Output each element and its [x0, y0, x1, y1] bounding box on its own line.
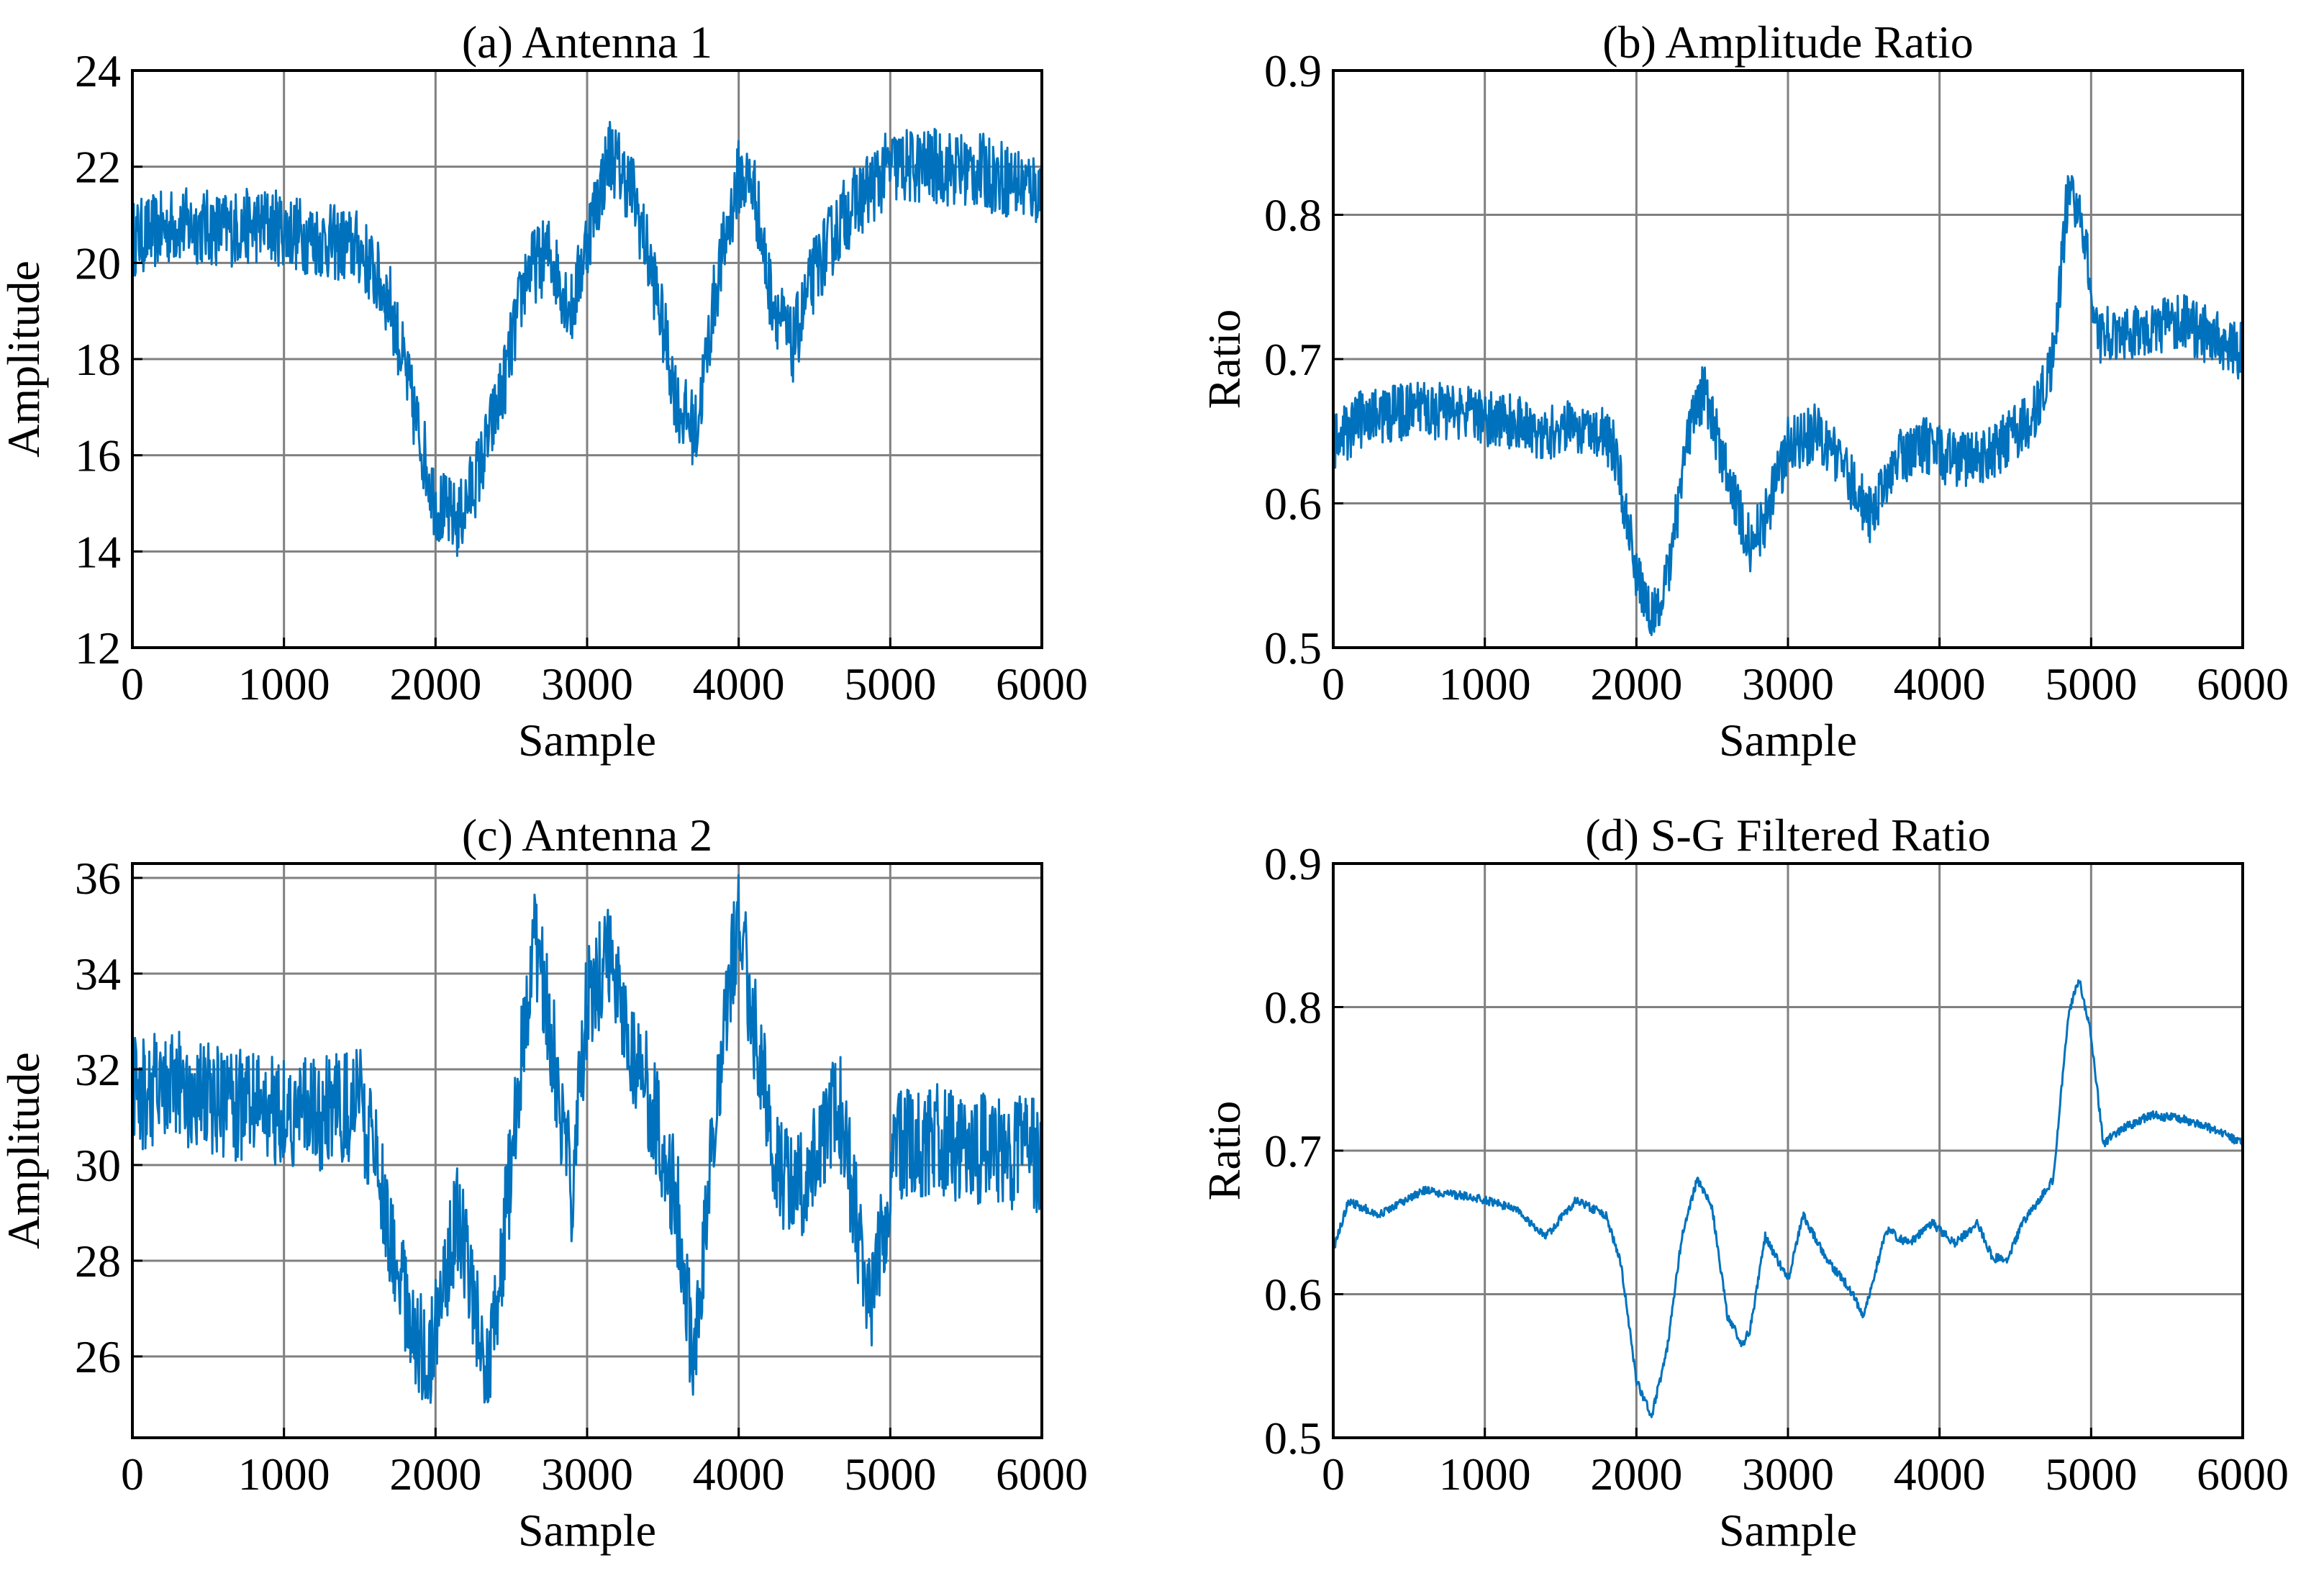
x-tick-label: 2000: [1590, 658, 1682, 710]
x-tick-label: 6000: [996, 658, 1088, 710]
y-tick-label: 36: [75, 853, 121, 904]
y-tick-label: 0.6: [1264, 479, 1322, 530]
y-tick-label: 30: [75, 1140, 121, 1191]
x-tick-label: 3000: [541, 658, 633, 710]
chart-panel-a: 0 1000 2000 3000 4000 5000 6000 12 14 16 18 20 22 24 (…: [0, 17, 1088, 766]
x-tick-label: 0: [1322, 1449, 1345, 1500]
series-line: [1332, 175, 2244, 636]
x-tick-label: 6000: [2197, 658, 2289, 710]
x-tick-label: 4000: [693, 1449, 785, 1500]
x-axis-label: Sample: [1719, 715, 1857, 766]
chart-title: (b) Amplitude Ratio: [1602, 17, 1974, 68]
chart-panel-b: 0 1000 2000 3000 4000 5000 6000 0.5 0.6 0.7 0.8 0.9…: [1199, 17, 2289, 766]
y-axis-label: Amplitude: [0, 260, 49, 458]
y-tick-label: 0.7: [1264, 1125, 1322, 1177]
x-tick-label: 6000: [996, 1449, 1088, 1500]
chart-panel-c: 0 1000 2000 3000 4000 5000 6000 26 28 30 32 34 36 (c)…: [0, 810, 1088, 1556]
y-axis-label: Ratio: [1199, 1101, 1250, 1201]
y-tick-label: 34: [75, 948, 121, 1000]
y-tick-label: 14: [75, 526, 121, 577]
x-tick-label: 3000: [541, 1449, 633, 1500]
x-tick-label: 5000: [2045, 658, 2137, 710]
x-tick-label: 5000: [844, 1449, 936, 1500]
x-tick-label: 1000: [238, 658, 330, 710]
chart-title: (a) Antenna 1: [462, 17, 712, 68]
y-tick-label: 26: [75, 1331, 121, 1382]
y-tick-label: 22: [75, 142, 121, 193]
y-tick-label: 0.8: [1264, 190, 1322, 241]
y-tick-label: 16: [75, 430, 121, 481]
x-tick-label: 0: [121, 1449, 144, 1500]
x-tick-label: 0: [121, 658, 144, 710]
chart-panel-d: 0 1000 2000 3000 4000 5000 6000 0.5 0.6 0.7 0.8 0.9…: [1199, 810, 2289, 1556]
x-axis-label: Sample: [518, 715, 656, 766]
chart-title: (d) S-G Filtered Ratio: [1585, 810, 1990, 861]
x-tick-label: 4000: [1894, 658, 1986, 710]
x-tick-label: 2000: [389, 658, 481, 710]
y-axis-label: Ratio: [1199, 309, 1250, 409]
x-tick-label: 3000: [1742, 1449, 1834, 1500]
x-tick-label: 4000: [693, 658, 785, 710]
y-tick-label: 0.5: [1264, 1413, 1322, 1464]
chart-title: (c) Antenna 2: [462, 810, 712, 861]
y-tick-label: 20: [75, 237, 121, 289]
y-tick-label: 0.8: [1264, 982, 1322, 1033]
x-tick-label: 3000: [1742, 658, 1834, 710]
y-tick-label: 28: [75, 1236, 121, 1287]
series-line: [131, 874, 1043, 1404]
y-tick-label: 12: [75, 622, 121, 674]
x-tick-label: 5000: [2045, 1449, 2137, 1500]
x-tick-label: 1000: [238, 1449, 330, 1500]
x-tick-label: 2000: [1590, 1449, 1682, 1500]
x-tick-label: 0: [1322, 658, 1345, 710]
x-tick-label: 6000: [2197, 1449, 2289, 1500]
x-axis-label: Sample: [1719, 1505, 1857, 1556]
x-axis-label: Sample: [518, 1505, 656, 1556]
x-tick-label: 1000: [1439, 658, 1531, 710]
y-tick-label: 32: [75, 1044, 121, 1095]
y-tick-label: 0.5: [1264, 622, 1322, 674]
x-tick-label: 5000: [844, 658, 936, 710]
series-line: [131, 121, 1043, 557]
x-tick-label: 1000: [1439, 1449, 1531, 1500]
y-tick-label: 18: [75, 334, 121, 385]
series-line: [1332, 979, 2244, 1418]
y-tick-label: 0.6: [1264, 1269, 1322, 1320]
x-tick-label: 2000: [389, 1449, 481, 1500]
y-tick-label: 24: [75, 45, 121, 96]
x-tick-label: 4000: [1894, 1449, 1986, 1500]
y-axis-label: Amplitude: [0, 1052, 49, 1249]
y-tick-label: 0.9: [1264, 45, 1322, 96]
y-tick-label: 0.9: [1264, 838, 1322, 889]
y-tick-label: 0.7: [1264, 334, 1322, 385]
